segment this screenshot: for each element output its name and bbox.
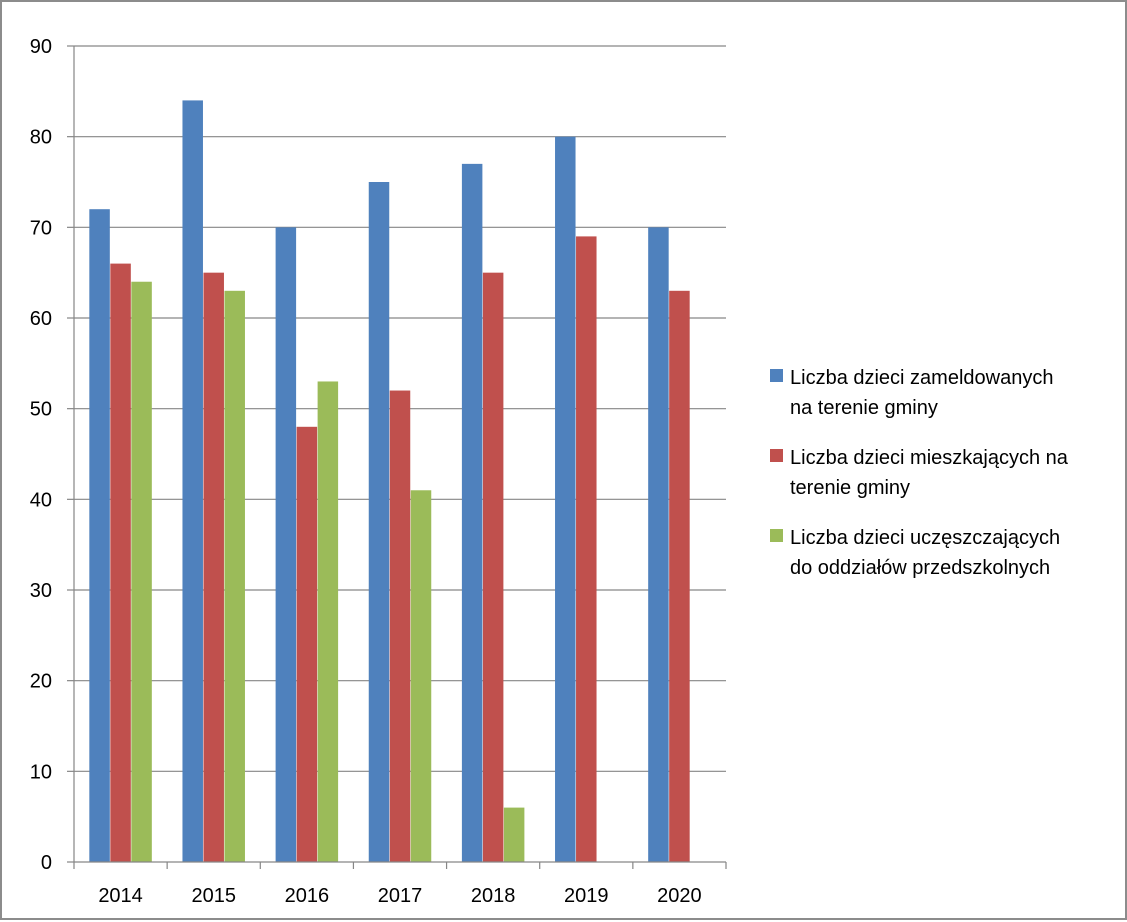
- bar-2018-series-1: [462, 164, 483, 862]
- bar-2016-series-3: [318, 381, 339, 862]
- bar-2018-series-2: [483, 273, 504, 862]
- legend-label: na terenie gminy: [790, 397, 938, 419]
- x-tick-label: 2019: [564, 885, 609, 907]
- legend-label: Liczba dzieci uczęszczających: [790, 527, 1060, 549]
- y-tick-label: 90: [30, 36, 52, 58]
- y-tick-label: 10: [30, 761, 52, 783]
- bar-2015-series-3: [224, 291, 245, 862]
- x-tick-label: 2017: [378, 885, 423, 907]
- bars: [89, 100, 689, 862]
- y-tick-label: 20: [30, 671, 52, 693]
- bar-2015-series-1: [182, 100, 203, 862]
- legend-label: terenie gminy: [790, 477, 910, 499]
- legend-label: do oddziałów przedszkolnych: [790, 557, 1050, 579]
- bar-2016-series-2: [297, 427, 318, 862]
- legend-swatch: [770, 529, 783, 542]
- x-tick-label: 2018: [471, 885, 516, 907]
- bar-2020-series-1: [648, 227, 669, 862]
- y-tick-label: 80: [30, 127, 52, 149]
- bar-2014-series-1: [89, 209, 110, 862]
- legend-swatch: [770, 369, 783, 382]
- legend-swatch: [770, 449, 783, 462]
- bar-2016-series-1: [276, 227, 297, 862]
- legend-label: Liczba dzieci mieszkających na: [790, 447, 1069, 469]
- bar-2019-series-1: [555, 137, 576, 862]
- y-tick-label: 0: [41, 852, 52, 874]
- bar-2017-series-3: [411, 490, 432, 862]
- bar-2014-series-3: [131, 282, 152, 862]
- bar-2014-series-2: [110, 264, 131, 862]
- bar-2017-series-2: [390, 391, 411, 862]
- bar-2015-series-2: [203, 273, 224, 862]
- y-tick-label: 30: [30, 580, 52, 602]
- x-tick-label: 2014: [98, 885, 143, 907]
- legend: Liczba dzieci zameldowanych na terenie gm…: [770, 367, 1069, 579]
- bar-2017-series-1: [369, 182, 390, 862]
- x-tick-label: 2020: [657, 885, 702, 907]
- legend-label: Liczba dzieci zameldowanych: [790, 367, 1053, 389]
- bar-2020-series-2: [669, 291, 690, 862]
- bar-2018-series-3: [504, 808, 524, 862]
- y-tick-label: 40: [30, 489, 52, 511]
- y-tick-label: 70: [30, 217, 52, 239]
- y-tick-label: 60: [30, 308, 52, 330]
- x-tick-label: 2015: [191, 885, 236, 907]
- y-tick-label: 50: [30, 399, 52, 421]
- x-tick-label: 2016: [285, 885, 330, 907]
- bar-2019-series-2: [576, 236, 597, 862]
